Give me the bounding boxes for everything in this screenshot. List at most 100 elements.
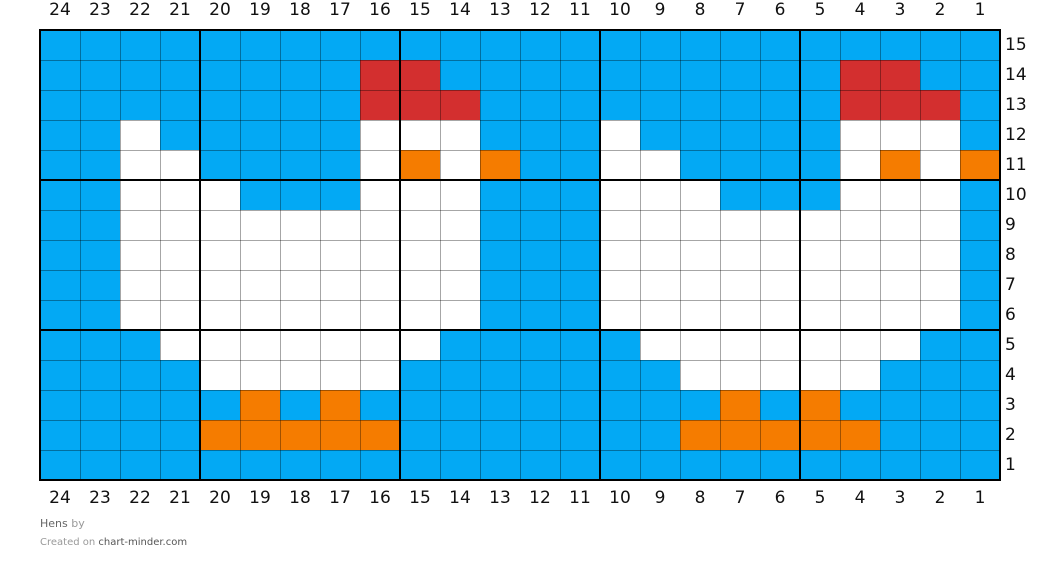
cell-blue [40,210,80,240]
cell-red [440,90,480,120]
cell-blue [360,450,400,480]
cell-orange [760,420,800,450]
cell-blue [40,150,80,180]
bottom-column-number: 22 [129,488,151,508]
cell-white [440,120,480,150]
cell-white [600,210,640,240]
row-number: 5 [1005,335,1016,355]
cell-blue [840,390,880,420]
grid-line [920,30,921,480]
top-column-number: 14 [449,0,471,20]
grid-major-line [40,329,1000,331]
cell-white [280,270,320,300]
cell-orange [240,420,280,450]
cell-blue [280,30,320,60]
cell-blue [80,60,120,90]
cell-blue [680,150,720,180]
bottom-column-number: 20 [209,488,231,508]
grid-line [720,30,721,480]
cell-white [240,210,280,240]
cell-blue [520,180,560,210]
cell-orange [240,390,280,420]
cell-red [840,60,880,90]
cell-orange [960,150,1000,180]
cell-white [760,360,800,390]
cell-white [920,240,960,270]
row-number: 2 [1005,425,1016,445]
grid-line [40,120,1000,121]
cell-orange [400,150,440,180]
top-column-number: 22 [129,0,151,20]
cell-blue [200,90,240,120]
top-column-number: 6 [774,0,786,20]
bottom-column-number: 21 [169,488,191,508]
cell-white [320,270,360,300]
site-link[interactable]: chart-minder.com [98,537,188,548]
cell-blue [480,390,520,420]
cell-blue [160,390,200,420]
cell-blue [560,210,600,240]
cell-blue [80,420,120,450]
cell-blue [320,150,360,180]
cell-white [680,210,720,240]
cell-white [120,120,160,150]
cell-red [400,60,440,90]
cell-white [240,360,280,390]
cell-blue [40,270,80,300]
cell-blue [80,150,120,180]
cell-blue [120,90,160,120]
grid-line [40,270,1000,271]
cell-blue [400,420,440,450]
cell-blue [280,390,320,420]
row-number: 9 [1005,215,1016,235]
top-column-number: 5 [814,0,826,20]
cell-white [680,240,720,270]
cell-blue [800,450,840,480]
cell-blue [320,60,360,90]
cell-red [840,90,880,120]
credit: Created on chart-minder.com [40,537,187,548]
grid-major-line [199,30,201,480]
cell-white [600,120,640,150]
cell-orange [800,420,840,450]
top-column-number: 9 [654,0,666,20]
cell-orange [480,150,520,180]
cell-white [440,300,480,330]
grid-line [40,90,1000,91]
cell-blue [920,60,960,90]
cell-white [200,210,240,240]
cell-blue [120,60,160,90]
bottom-column-number: 8 [694,488,706,508]
cell-blue [520,330,560,360]
cell-white [600,300,640,330]
cell-white [680,180,720,210]
cell-blue [520,210,560,240]
cell-white [680,270,720,300]
cell-white [200,300,240,330]
cell-blue [240,60,280,90]
cell-white [640,330,680,360]
cell-blue [560,60,600,90]
cell-blue [280,180,320,210]
cell-white [160,240,200,270]
cell-white [280,330,320,360]
cell-white [120,270,160,300]
cell-red [400,90,440,120]
cell-blue [120,390,160,420]
cell-blue [560,150,600,180]
cell-blue [720,450,760,480]
cell-blue [200,30,240,60]
cell-blue [560,270,600,300]
cell-red [880,60,920,90]
grid-major-line [599,30,601,480]
cell-blue [240,30,280,60]
cell-blue [560,330,600,360]
bottom-column-number: 1 [974,488,986,508]
cell-blue [560,360,600,390]
cell-blue [960,390,1000,420]
grid-line [120,30,121,480]
cell-blue [880,360,920,390]
cell-white [760,210,800,240]
cell-blue [800,120,840,150]
cell-blue [960,450,1000,480]
